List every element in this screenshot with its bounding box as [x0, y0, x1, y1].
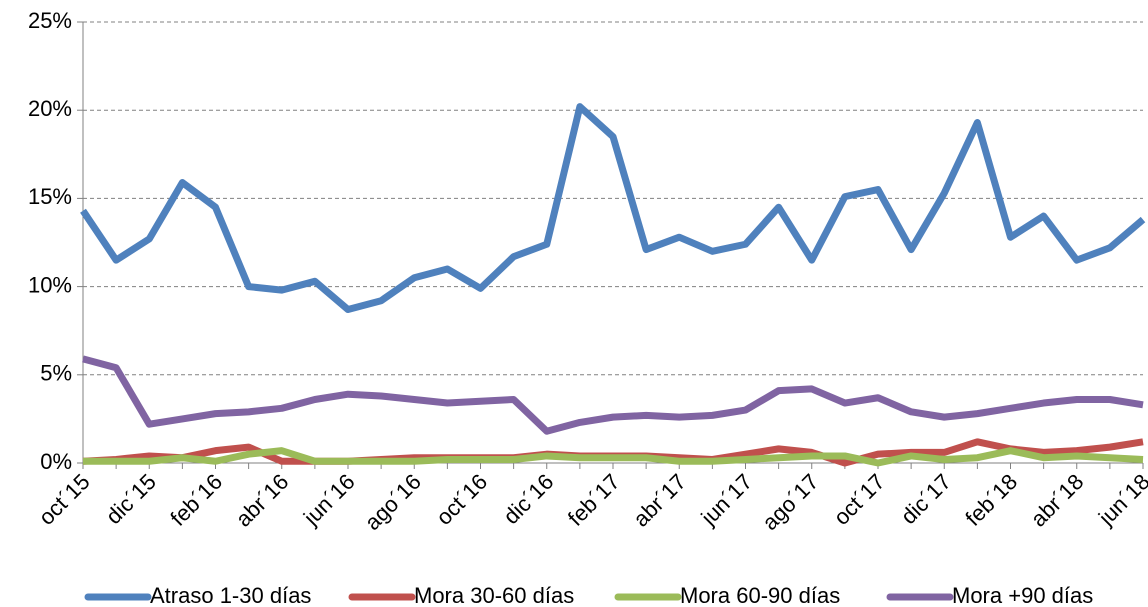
y-tick-label: 10% — [28, 272, 72, 297]
y-tick-label: 0% — [40, 449, 72, 474]
series-line — [80, 103, 1146, 314]
x-tick-label: jun´18 — [1093, 469, 1148, 531]
x-tick-label: oct´17 — [829, 469, 890, 530]
x-tick-label: abr´16 — [231, 469, 294, 532]
legend-label: Atraso 1-30 días — [150, 583, 311, 607]
y-tick-label: 15% — [28, 184, 72, 209]
x-tick-label: abr´17 — [628, 469, 691, 532]
series-line — [82, 355, 1144, 435]
x-tick-label: jun´17 — [696, 469, 758, 531]
x-tick-label: feb´18 — [960, 469, 1022, 531]
series-line — [83, 447, 1144, 467]
x-tick-label: ago´17 — [757, 469, 823, 535]
x-tick-label: feb´17 — [563, 469, 625, 531]
x-tick-label: feb´16 — [165, 469, 227, 531]
y-tick-label: 20% — [28, 96, 72, 121]
legend-label: Mora +90 días — [952, 583, 1093, 607]
x-tick-label: ago´16 — [360, 469, 426, 535]
legend-label: Mora 60-90 días — [680, 583, 840, 607]
x-tick-label: dic´17 — [896, 469, 956, 529]
y-tick-label: 5% — [40, 361, 72, 386]
legend-label: Mora 30-60 días — [414, 583, 574, 607]
y-tick-label: 25% — [28, 8, 72, 33]
x-tick-label: abr´18 — [1026, 469, 1089, 532]
x-tick-label: dic´16 — [498, 469, 558, 529]
x-tick-label: dic´15 — [101, 469, 161, 529]
x-tick-label: oct´16 — [431, 469, 492, 530]
x-tick-label: oct´15 — [34, 469, 95, 530]
x-tick-label: jun´16 — [298, 469, 360, 531]
